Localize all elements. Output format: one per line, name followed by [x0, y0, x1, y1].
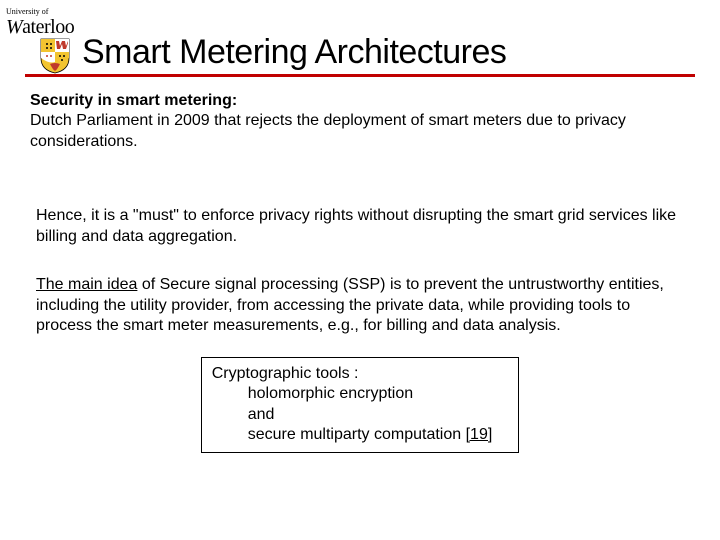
slide-body: Security in smart metering: Dutch Parlia… — [0, 77, 720, 453]
crypto-tools-box: Cryptographic tools : holomorphic encryp… — [201, 357, 520, 453]
paragraph-hence: Hence, it is a "must" to enforce privacy… — [30, 206, 690, 247]
paragraph-security: Security in smart metering: Dutch Parlia… — [30, 91, 690, 152]
university-of-label: University of — [6, 8, 74, 16]
waterloo-shield-icon — [40, 38, 70, 74]
p3-lead: The main idea — [36, 276, 137, 293]
tools-line-1: Cryptographic tools : — [212, 364, 493, 384]
slide-header: University of Waterloo Smart Metering Ar… — [0, 0, 720, 77]
slide-title: Smart Metering Architectures — [82, 33, 720, 72]
university-text-block: University of Waterloo — [6, 6, 74, 39]
tools-ref: [19] — [466, 426, 493, 443]
p1-text: Dutch Parliament in 2009 that rejects th… — [30, 112, 626, 149]
tools-box-wrapper: Cryptographic tools : holomorphic encryp… — [30, 357, 690, 453]
tools-line-2: holomorphic encryption — [212, 384, 493, 404]
tools-line-4: secure multiparty computation [19] — [212, 425, 493, 445]
tools-line-3: and — [212, 405, 493, 425]
waterloo-wordmark: Waterloo — [6, 16, 74, 39]
p1-lead: Security in smart metering: — [30, 92, 237, 109]
paragraph-main-idea: The main idea of Secure signal processin… — [30, 275, 690, 336]
title-underline — [25, 74, 695, 77]
